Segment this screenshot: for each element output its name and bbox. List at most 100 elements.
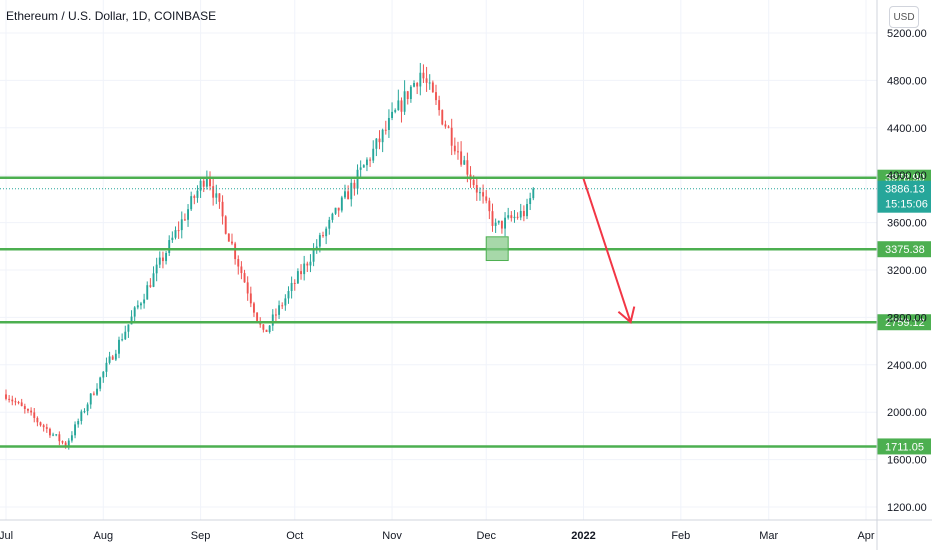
level-price-tag xyxy=(877,438,931,455)
candle-body xyxy=(482,192,485,197)
price-tick-label: 4000.00 xyxy=(887,170,927,182)
candle-body xyxy=(359,167,362,170)
candle-body xyxy=(331,213,334,220)
candle-body xyxy=(262,324,265,330)
candle-body xyxy=(177,230,180,232)
candle-body xyxy=(165,252,168,262)
candle-body xyxy=(99,377,102,389)
candle-body xyxy=(96,388,98,395)
candle-body xyxy=(39,422,42,426)
candle-body xyxy=(369,159,372,161)
currency-button[interactable]: USD xyxy=(889,6,919,28)
candle-body xyxy=(149,285,152,287)
candle-body xyxy=(20,402,23,407)
candle-body xyxy=(246,282,249,294)
candle-body xyxy=(450,127,453,146)
candle-body xyxy=(256,312,259,321)
candle-body xyxy=(158,257,161,265)
candle-body xyxy=(504,217,507,229)
candle-body xyxy=(130,316,133,325)
candle-body xyxy=(77,421,80,425)
level-price-label: 3375.38 xyxy=(885,244,925,256)
candle-body xyxy=(416,83,419,87)
candle-body xyxy=(281,305,284,307)
price-tick-label: 4800.00 xyxy=(887,75,927,87)
candle-body xyxy=(67,440,70,447)
level-price-label: 2759.12 xyxy=(885,317,925,329)
candle-body xyxy=(444,124,447,127)
candle-body xyxy=(224,216,227,234)
candle-body xyxy=(325,228,328,237)
candle-body xyxy=(428,82,431,84)
time-tick-label: 2022 xyxy=(571,530,595,542)
level-price-label: 1711.05 xyxy=(885,441,924,453)
time-tick-label: Feb xyxy=(671,530,690,542)
candle-body xyxy=(227,233,230,242)
candle-body xyxy=(516,216,519,218)
candle-body xyxy=(278,305,281,315)
candle-body xyxy=(519,210,522,218)
candle-body xyxy=(199,180,202,191)
candle-body xyxy=(102,371,105,378)
time-tick-label: Sep xyxy=(191,530,211,542)
candle-body xyxy=(237,259,240,267)
candle-body xyxy=(45,427,48,429)
candle-body xyxy=(347,191,350,200)
candle-body xyxy=(8,398,11,400)
candle-body xyxy=(205,177,208,187)
candle-body xyxy=(27,408,29,411)
bar-countdown-label: 15:15:06 xyxy=(885,199,928,211)
candle-body xyxy=(64,442,67,447)
time-tick-label: Aug xyxy=(94,530,114,542)
candle-body xyxy=(334,207,337,214)
candle-body xyxy=(155,264,158,274)
candle-body xyxy=(83,411,86,413)
candle-body xyxy=(491,211,494,226)
candle-body xyxy=(86,404,89,412)
candle-body xyxy=(287,291,290,299)
highlight-zone[interactable] xyxy=(485,236,509,262)
candle-body xyxy=(284,298,287,306)
support-resistance-levels[interactable]: 3978.903375.382759.121711.053886.1315:15… xyxy=(0,169,931,455)
candle-body xyxy=(290,282,293,292)
candle-body xyxy=(494,222,497,226)
candle-body xyxy=(303,263,306,275)
candle-body xyxy=(337,207,340,211)
candles xyxy=(5,62,535,450)
candle-body xyxy=(394,110,397,112)
candle-body xyxy=(36,417,39,423)
candle-body xyxy=(328,219,331,229)
candle-body xyxy=(532,188,535,199)
projection-arrow-head xyxy=(617,306,636,324)
candle-body xyxy=(274,314,277,316)
candle-body xyxy=(431,82,434,93)
candle-body xyxy=(413,83,415,87)
candle-body xyxy=(441,110,444,125)
time-tick-label: Apr xyxy=(857,530,874,542)
candle-body xyxy=(265,329,268,332)
projection-arrow[interactable] xyxy=(582,178,632,323)
candle-body xyxy=(48,428,51,436)
candle-body xyxy=(196,190,199,198)
current-price-label: 3886.13 xyxy=(885,184,925,196)
grid xyxy=(0,0,877,520)
candle-body xyxy=(381,129,384,143)
candle-body xyxy=(180,219,183,231)
candle-body xyxy=(55,434,58,436)
drawings[interactable] xyxy=(485,178,636,324)
candle-body xyxy=(425,78,428,83)
candle-body xyxy=(372,148,375,161)
candle-body xyxy=(365,159,368,166)
candle-body xyxy=(309,261,312,266)
price-tick-label: 1600.00 xyxy=(887,455,927,467)
candle-body xyxy=(356,169,359,189)
level-price-tag xyxy=(877,241,931,258)
price-tick-label: 2000.00 xyxy=(887,407,927,419)
level-price-tag xyxy=(877,314,931,331)
candle-body xyxy=(74,424,77,436)
candle-body xyxy=(33,412,36,418)
candle-body xyxy=(136,305,139,308)
candle-body xyxy=(218,193,221,202)
candle-body xyxy=(350,182,353,200)
